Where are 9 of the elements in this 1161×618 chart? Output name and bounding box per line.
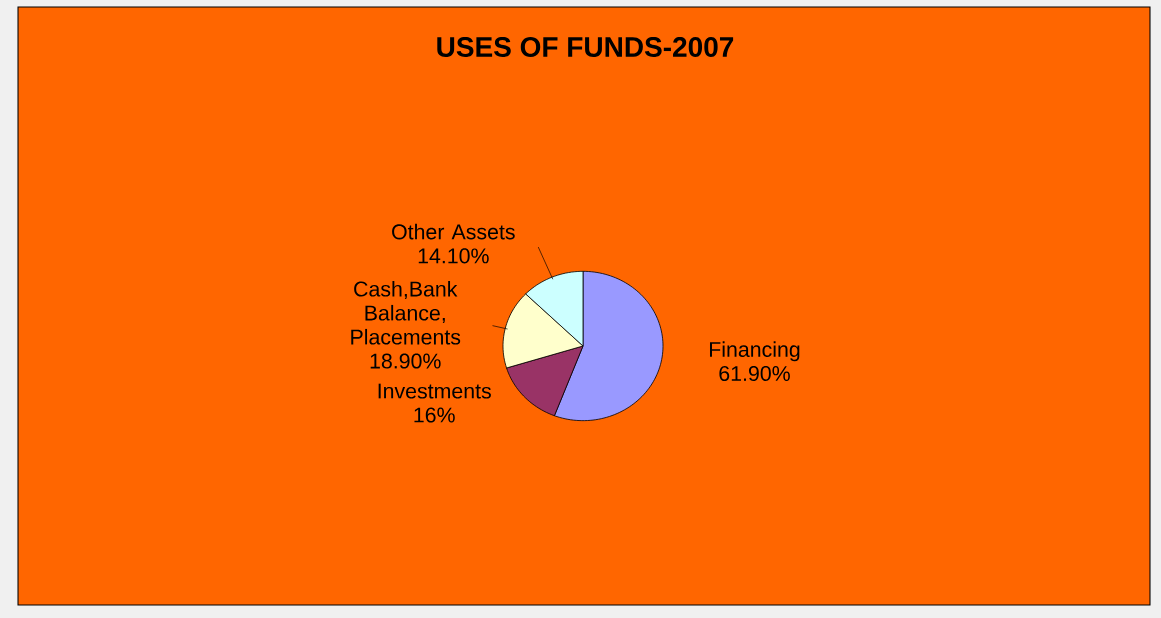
slice-label: Other Assets xyxy=(392,223,515,240)
slice-label: Financing xyxy=(710,341,800,362)
data-label: 16% xyxy=(414,407,455,423)
chart-title: USES OF FUNDS-2007 xyxy=(437,37,734,57)
data-label: 18.90% xyxy=(370,353,441,369)
slice-label: Investments xyxy=(378,383,491,399)
data-label: 61.90% xyxy=(719,365,790,382)
legend-label: Cash,Bank Balance, Placements xyxy=(351,280,461,345)
data-label: 14.10% xyxy=(418,248,489,264)
